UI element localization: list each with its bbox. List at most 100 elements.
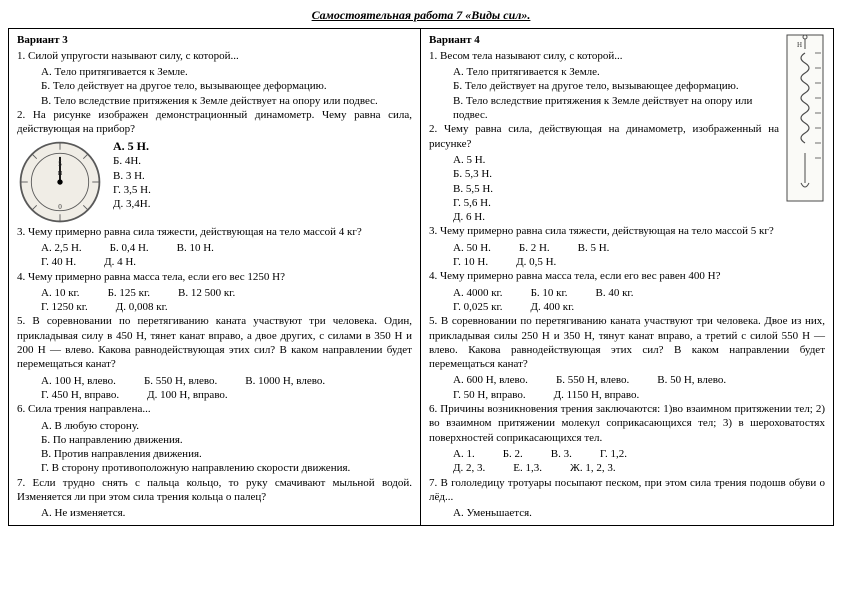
q3: 3. Чему примерно равна сила тяжести, дей… (17, 225, 412, 239)
rq2-opt-e: Д. 6 Н. (429, 210, 825, 224)
rq3-row2: Г. 10 Н. Д. 0,5 Н. (429, 255, 825, 269)
q2: 2. На рисунке изображен демонстрационный… (17, 108, 412, 137)
rq3-opt-c: В. 5 Н. (578, 241, 610, 255)
rq2-opt-d: Г. 5,6 Н. (429, 196, 825, 210)
q2-opt-e: Д. 3,4Н. (113, 197, 151, 211)
q1-opt-b: Б. Тело действует на другое тело, вызыва… (17, 79, 412, 93)
q5-opt-c: В. 1000 Н, влево. (245, 374, 325, 388)
rq4-row1: А. 4000 кг. Б. 10 кг. В. 40 кг. (429, 286, 825, 300)
variant-3-heading: Вариант 3 (17, 33, 412, 47)
q5-row1: А. 100 Н, влево. Б. 550 Н, влево. В. 100… (17, 374, 412, 388)
q3-row1: А. 2,5 Н. Б. 0,4 Н. В. 10 Н. (17, 241, 412, 255)
q3-opt-d: Г. 40 Н. (41, 255, 76, 269)
rq6: 6. Причины возникновения трения заключаю… (429, 402, 825, 445)
gauge-icon: 5 Н 0 (17, 139, 103, 225)
rq2-opt-a: А. 5 Н. (429, 153, 825, 167)
q4-opt-e: Д. 0,008 кг. (116, 300, 168, 314)
dynamometer-figure: Н (785, 33, 825, 207)
q4-opt-a: А. 10 кг. (41, 286, 80, 300)
rq5-opt-a: А. 600 Н, влево. (453, 373, 528, 387)
q2-opt-c: В. 3 Н. (113, 169, 151, 183)
q3-opt-e: Д. 4 Н. (104, 255, 136, 269)
q4-row1: А. 10 кг. Б. 125 кг. В. 12 500 кг. (17, 286, 412, 300)
rq1-opt-c: В. Тело вследствие притяжения к Земле де… (429, 94, 825, 123)
rq7-opt-a: А. Уменьшается. (429, 506, 825, 520)
page-title: Самостоятельная работа 7 «Виды сил». (8, 8, 834, 24)
q2-block: 5 Н 0 А. 5 Н. Б. 4Н. В. 3 Н. Г. 3,5 Н. Д… (17, 139, 412, 225)
q6: 6. Сила трения направлена... (17, 402, 412, 416)
q2-opt-a: А. 5 Н. (113, 139, 151, 155)
rq1-opt-a: А. Тело притягивается к Земле. (429, 65, 825, 79)
q3-opt-c: В. 10 Н. (177, 241, 214, 255)
rq4-opt-d: Г. 0,025 кг. (453, 300, 502, 314)
rq4-opt-b: Б. 10 кг. (531, 286, 568, 300)
rq7: 7. В гололедицу тротуары посыпают песком… (429, 476, 825, 505)
q3-row2: Г. 40 Н. Д. 4 Н. (17, 255, 412, 269)
q5-row2: Г. 450 Н, вправо. Д. 100 Н, вправо. (17, 388, 412, 402)
q6-opt-c: В. Против направления движения. (17, 447, 412, 461)
rq2: 2. Чему равна сила, действующая на динам… (429, 122, 825, 151)
columns: Вариант 3 1. Силой упругости называют си… (8, 28, 834, 526)
q4-opt-b: Б. 125 кг. (108, 286, 150, 300)
rq6-opt-g: Ж. 1, 2, 3. (570, 461, 616, 475)
q2-opts: А. 5 Н. Б. 4Н. В. 3 Н. Г. 3,5 Н. Д. 3,4Н… (113, 139, 151, 212)
variant-3-col: Вариант 3 1. Силой упругости называют си… (9, 29, 421, 525)
variant-4-col: Н Вариант 4 1. Весом тела называют силу,… (421, 29, 833, 525)
rq4: 4. Чему примерно равна масса тела, если … (429, 269, 825, 283)
rq6-row1: А. 1. Б. 2. В. 3. Г. 1,2. (429, 447, 825, 461)
q4-opt-c: В. 12 500 кг. (178, 286, 235, 300)
rq6-opt-d: Г. 1,2. (600, 447, 627, 461)
rq6-opt-b: Б. 2. (503, 447, 523, 461)
rq5-opt-b: Б. 550 Н, влево. (556, 373, 629, 387)
q7: 7. Если трудно снять с пальца кольцо, то… (17, 476, 412, 505)
q5-opt-d: Г. 450 Н, вправо. (41, 388, 119, 402)
rq4-row2: Г. 0,025 кг. Д. 400 кг. (429, 300, 825, 314)
rq4-opt-c: В. 40 кг. (596, 286, 634, 300)
q4-row2: Г. 1250 кг. Д. 0,008 кг. (17, 300, 412, 314)
rq6-row2: Д. 2, 3. Е. 1,3. Ж. 1, 2, 3. (429, 461, 825, 475)
q5: 5. В соревновании по перетягиванию канат… (17, 314, 412, 371)
rq5-row2: Г. 50 Н, вправо. Д. 1150 Н, вправо. (429, 388, 825, 402)
q2-opt-b: Б. 4Н. (113, 154, 151, 168)
rq6-opt-a: А. 1. (453, 447, 475, 461)
rq5-opt-c: В. 50 Н, влево. (657, 373, 726, 387)
q2-opt-d: Г. 3,5 Н. (113, 183, 151, 197)
rq4-opt-e: Д. 400 кг. (530, 300, 574, 314)
q4-opt-d: Г. 1250 кг. (41, 300, 88, 314)
rq3-opt-d: Г. 10 Н. (453, 255, 488, 269)
svg-text:Н: Н (797, 41, 802, 49)
rq4-opt-a: А. 4000 кг. (453, 286, 503, 300)
rq6-opt-f: Е. 1,3. (513, 461, 542, 475)
q3-opt-a: А. 2,5 Н. (41, 241, 82, 255)
q6-opt-a: А. В любую сторону. (17, 419, 412, 433)
rq3: 3. Чему примерно равна сила тяжести, дей… (429, 224, 825, 238)
rq5: 5. В соревновании по перетягиванию канат… (429, 314, 825, 371)
q3-opt-b: Б. 0,4 Н. (110, 241, 149, 255)
rq6-opt-e: Д. 2, 3. (453, 461, 485, 475)
svg-text:Н: Н (58, 170, 63, 177)
rq2-opt-c: В. 5,5 Н. (429, 182, 825, 196)
q1-opt-c: В. Тело вследствие притяжения к Земле де… (17, 94, 412, 108)
rq1: 1. Весом тела называют силу, с которой..… (429, 49, 825, 63)
q1: 1. Силой упругости называют силу, с кото… (17, 49, 412, 63)
rq3-opt-e: Д. 0,5 Н. (516, 255, 556, 269)
svg-text:0: 0 (58, 203, 62, 211)
q7-opt-a: А. Не изменяется. (17, 506, 412, 520)
q1-opt-a: А. Тело притягивается к Земле. (17, 65, 412, 79)
rq5-opt-d: Г. 50 Н, вправо. (453, 388, 526, 402)
q5-opt-b: Б. 550 Н, влево. (144, 374, 217, 388)
rq1-opt-b: Б. Тело действует на другое тело, вызыва… (429, 79, 825, 93)
q4: 4. Чему примерно равна масса тела, если … (17, 270, 412, 284)
q6-opt-b: Б. По направлению движения. (17, 433, 412, 447)
rq5-opt-e: Д. 1150 Н, вправо. (554, 388, 640, 402)
rq3-opt-a: А. 50 Н. (453, 241, 491, 255)
variant-4-heading: Вариант 4 (429, 33, 825, 47)
rq6-opt-c: В. 3. (551, 447, 572, 461)
q5-opt-e: Д. 100 Н, вправо. (147, 388, 228, 402)
dynamometer-icon: Н (785, 33, 825, 203)
rq5-row1: А. 600 Н, влево. Б. 550 Н, влево. В. 50 … (429, 373, 825, 387)
rq3-opt-b: Б. 2 Н. (519, 241, 550, 255)
q5-opt-a: А. 100 Н, влево. (41, 374, 116, 388)
q6-opt-d: Г. В сторону противоположную направлению… (17, 461, 412, 475)
rq2-opt-b: Б. 5,3 Н. (429, 167, 825, 181)
